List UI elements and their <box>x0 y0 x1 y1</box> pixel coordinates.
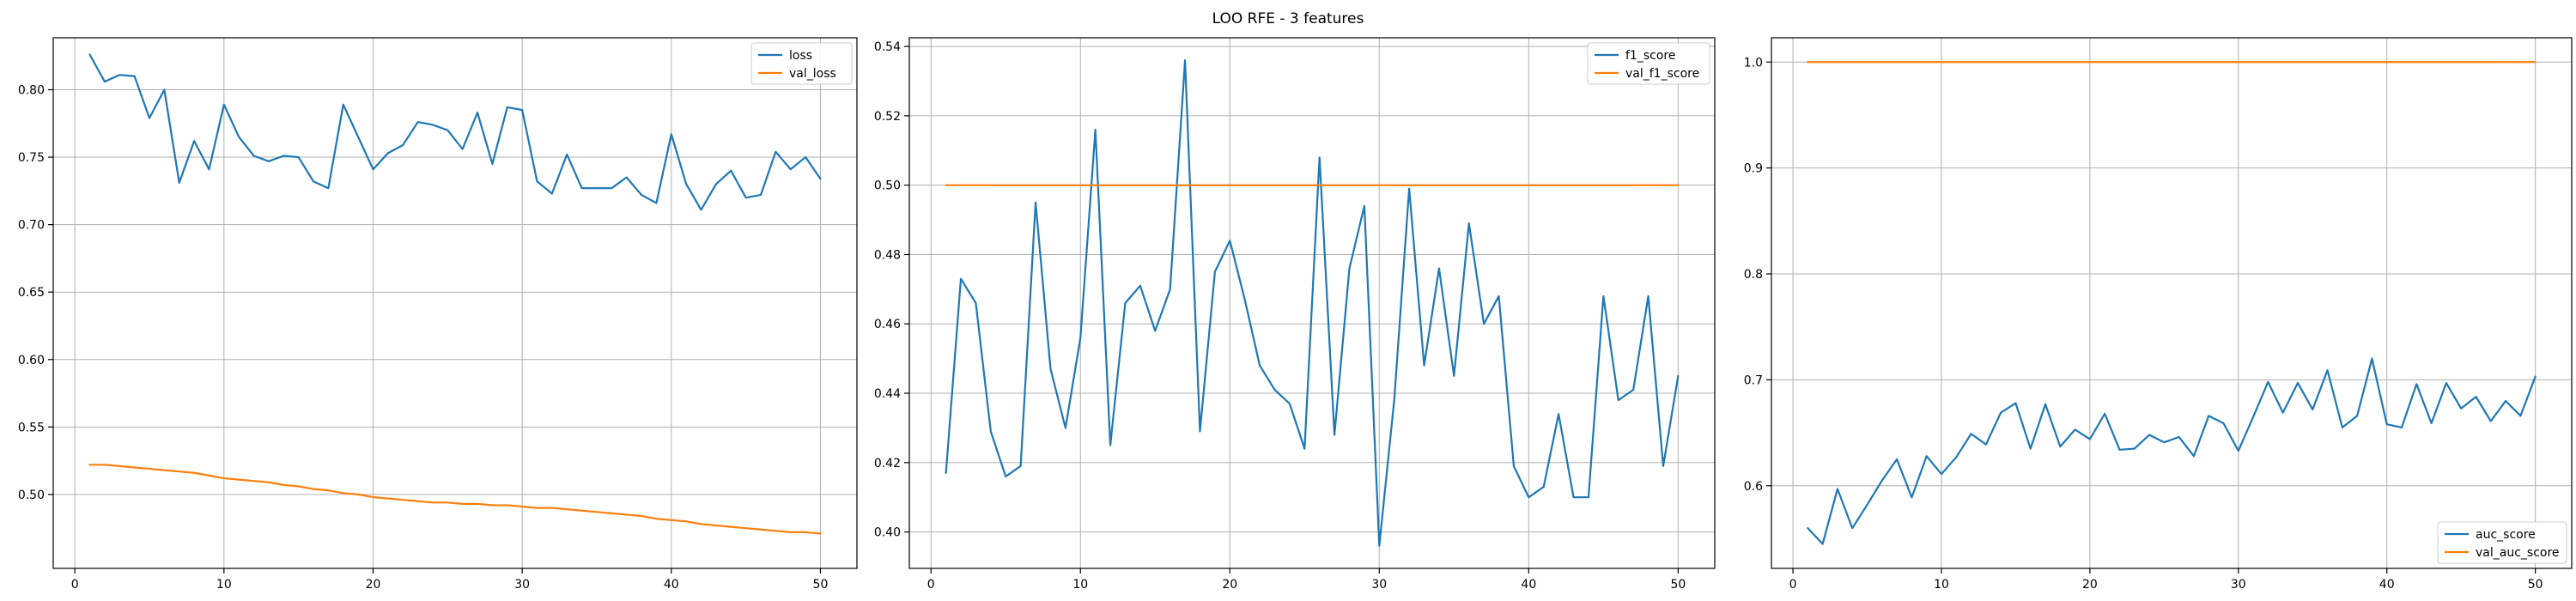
y-tick-label: 0.42 <box>874 457 901 470</box>
legend: loss val_loss <box>750 42 853 85</box>
y-tick-label: 0.50 <box>18 489 45 502</box>
y-tick-label: 0.7 <box>1744 373 1763 387</box>
y-tick-label: 0.65 <box>18 286 45 300</box>
series-line-loss <box>88 53 822 211</box>
x-tick-label: 40 <box>2379 578 2395 592</box>
x-tick-label: 10 <box>216 578 232 592</box>
subplot-loss: 0 10 20 30 40 50 0.50 0.55 0.60 0.65 0.70 0.75 0.80 l… <box>18 37 858 592</box>
legend: f1_score val_f1_score <box>1587 42 1710 85</box>
y-tick-label: 0.54 <box>874 40 901 54</box>
y-tick-label: 0.48 <box>874 248 901 262</box>
x-tick-label: 40 <box>1521 578 1536 592</box>
y-tick-label: 0.9 <box>1744 162 1763 176</box>
x-tick-label: 50 <box>2528 578 2543 592</box>
axes-frame <box>908 37 1716 569</box>
y-tick-label: 0.46 <box>874 318 901 331</box>
y-tick-label: 0.55 <box>18 421 45 434</box>
x-tick-label: 0 <box>1789 578 1797 592</box>
x-tick-label: 10 <box>1072 578 1088 592</box>
legend-label-auc-score: auc_score <box>2476 528 2536 542</box>
y-tick-label: 0.70 <box>18 219 45 233</box>
series-line-auc-score <box>1807 357 2537 545</box>
x-tick-label: 20 <box>366 578 381 592</box>
x-tick-label: 30 <box>514 578 530 592</box>
x-tick-label: 30 <box>1371 578 1387 592</box>
y-tick-label: 0.75 <box>18 151 45 165</box>
subplot-f1-score: 0 10 20 30 40 50 0.40 0.42 0.44 0.46 0.48 0.50 0.52 0… <box>874 37 1716 592</box>
y-tick-label: 0.6 <box>1744 480 1763 494</box>
subplot-auc-score: 0 10 20 30 40 50 0.6 0.7 0.8 0.9 1.0 auc_score val_a… <box>1744 37 2573 592</box>
y-tick-label: 0.8 <box>1744 268 1763 282</box>
legend-box <box>2437 521 2567 564</box>
axes-frame <box>1771 37 2573 569</box>
x-tick-label: 0 <box>71 578 79 592</box>
y-tick-label: 0.44 <box>874 387 901 401</box>
axes-frame <box>52 37 858 569</box>
x-tick-label: 20 <box>2082 578 2098 592</box>
x-tick-label: 30 <box>2231 578 2246 592</box>
y-tick-label: 1.0 <box>1744 56 1763 70</box>
x-tick-label: 10 <box>1934 578 1949 592</box>
legend-label-val-loss: val_loss <box>789 67 836 81</box>
x-tick-label: 40 <box>664 578 679 592</box>
legend-label-f1-score: f1_score <box>1625 49 1675 63</box>
series-line-val-loss <box>88 464 822 535</box>
x-tick-label: 50 <box>1670 578 1686 592</box>
y-tick-label: 0.60 <box>18 354 45 367</box>
legend-label-loss: loss <box>789 49 812 63</box>
legend-label-val-auc-score: val_auc_score <box>2476 546 2560 560</box>
x-tick-label: 0 <box>927 578 935 592</box>
legend-label-val-f1-score: val_f1_score <box>1625 67 1699 81</box>
x-tick-label: 20 <box>1222 578 1237 592</box>
legend: auc_score val_auc_score <box>2437 521 2567 564</box>
y-tick-label: 0.50 <box>874 179 901 193</box>
series-line-f1-score <box>945 59 1680 547</box>
figure-suptitle: LOO RFE - 3 features <box>1212 10 1364 27</box>
y-tick-label: 0.52 <box>874 110 901 124</box>
y-tick-label: 0.80 <box>18 83 45 97</box>
y-tick-label: 0.40 <box>874 526 901 540</box>
x-tick-label: 50 <box>813 578 829 592</box>
